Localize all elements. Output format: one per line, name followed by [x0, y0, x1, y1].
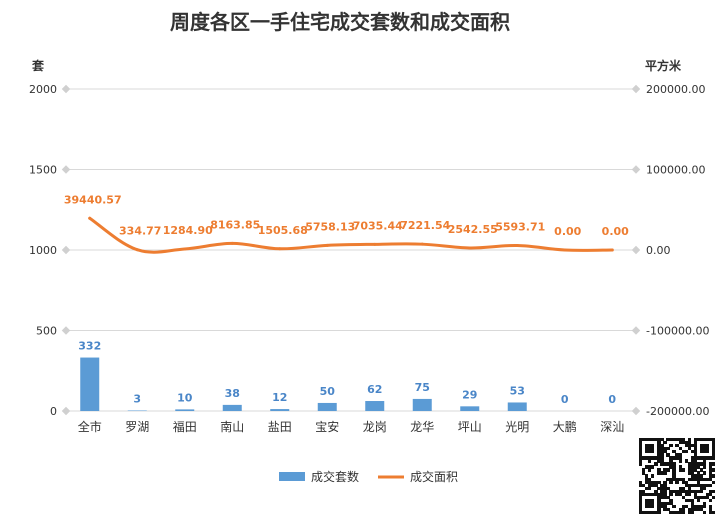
category-label: 深汕: [600, 420, 624, 434]
left-axis-unit: 套: [31, 58, 45, 73]
line-data-label: 1505.68: [258, 224, 308, 237]
bar-data-label: 3: [133, 393, 141, 406]
line-point: [610, 248, 614, 252]
line-point: [515, 243, 519, 247]
bar-data-label: 0: [561, 393, 569, 406]
left-tick-marker: [61, 165, 71, 174]
line-point: [468, 246, 472, 250]
bar: [460, 406, 480, 411]
bar-data-label: 0: [608, 393, 616, 406]
bar-data-label: 50: [320, 385, 336, 398]
line-data-label: 5758.13: [305, 220, 355, 233]
category-label: 盐田: [268, 420, 292, 434]
bar-data-label: 75: [415, 381, 430, 394]
bar: [317, 402, 337, 411]
left-tick-label: 1500: [29, 164, 57, 177]
bar: [80, 357, 100, 411]
line-data-label: 1284.90: [163, 224, 213, 237]
line-data-label: 0.00: [602, 225, 629, 238]
bar: [412, 398, 432, 411]
right-tick-label: 100000.00: [646, 164, 706, 177]
bar: [507, 402, 527, 411]
line-point: [88, 216, 92, 220]
line-data-label: 0.00: [554, 225, 581, 238]
bar-data-label: 53: [510, 384, 525, 397]
area-series-line: [88, 216, 614, 254]
bar: [270, 409, 290, 411]
line-data-label: 7035.44: [353, 219, 403, 232]
category-label: 宝安: [315, 419, 339, 434]
left-tick-label: 2000: [29, 83, 57, 96]
right-tick-label: -100000.00: [646, 325, 709, 338]
qr-code-icon: [639, 438, 716, 515]
bar: [175, 409, 195, 411]
right-tick-marker: [631, 84, 641, 94]
right-tick-marker: [631, 165, 641, 174]
left-tick-marker: [61, 406, 71, 416]
bar-data-label: 12: [272, 391, 287, 404]
line-point: [278, 247, 282, 251]
line-point: [230, 241, 234, 245]
category-label: 光明: [505, 420, 529, 434]
bar-data-label: 29: [462, 388, 477, 401]
line-data-label: 39440.57: [64, 193, 122, 206]
category-label: 罗湖: [125, 419, 149, 434]
line-point: [135, 248, 139, 252]
left-tick-marker: [61, 84, 71, 94]
left-tick-marker: [61, 326, 71, 335]
line-point: [183, 247, 187, 251]
left-tick-label: 0: [50, 405, 57, 418]
bar-data-label: 10: [177, 391, 193, 404]
left-tick-label: 500: [36, 325, 57, 338]
line-data-label: 7221.54: [400, 219, 450, 232]
bar-data-label: 38: [225, 387, 240, 400]
category-label: 坪山: [458, 420, 482, 434]
bar-data-label: 62: [367, 383, 382, 396]
right-tick-marker: [631, 406, 641, 416]
right-tick-label: 0.00: [646, 244, 671, 257]
category-label: 龙华: [410, 420, 434, 434]
bar: [222, 404, 242, 411]
legend-label-bar: 成交套数: [311, 469, 359, 484]
line-data-label: 8163.85: [210, 218, 260, 231]
left-tick-marker: [61, 245, 71, 255]
right-tick-label: -200000.00: [646, 405, 709, 418]
category-label: 福田: [173, 419, 197, 434]
right-tick-marker: [631, 326, 641, 335]
right-tick-marker: [631, 245, 641, 255]
right-axis-unit: 平方米: [645, 58, 682, 73]
right-tick-label: 200000.00: [646, 83, 706, 96]
category-label: 大鹏: [553, 420, 577, 434]
line-data-label: 334.77: [119, 225, 161, 238]
left-tick-label: 1000: [29, 244, 57, 257]
line-point: [420, 242, 424, 246]
line-point: [325, 243, 329, 247]
chart-title: 周度各区一手住宅成交套数和成交面积: [170, 10, 510, 34]
line-point: [563, 248, 567, 252]
line-point: [373, 242, 377, 246]
category-label: 全市: [78, 419, 102, 434]
legend-label-line: 成交面积: [410, 469, 458, 484]
bar: [365, 401, 385, 411]
line-data-label: 5593.71: [495, 220, 545, 233]
legend-swatch-bar: [279, 472, 305, 481]
category-label: 南山: [220, 419, 244, 434]
bar-data-label: 332: [78, 340, 101, 353]
line-data-label: 2542.55: [448, 223, 498, 236]
category-label: 龙岗: [363, 420, 387, 434]
